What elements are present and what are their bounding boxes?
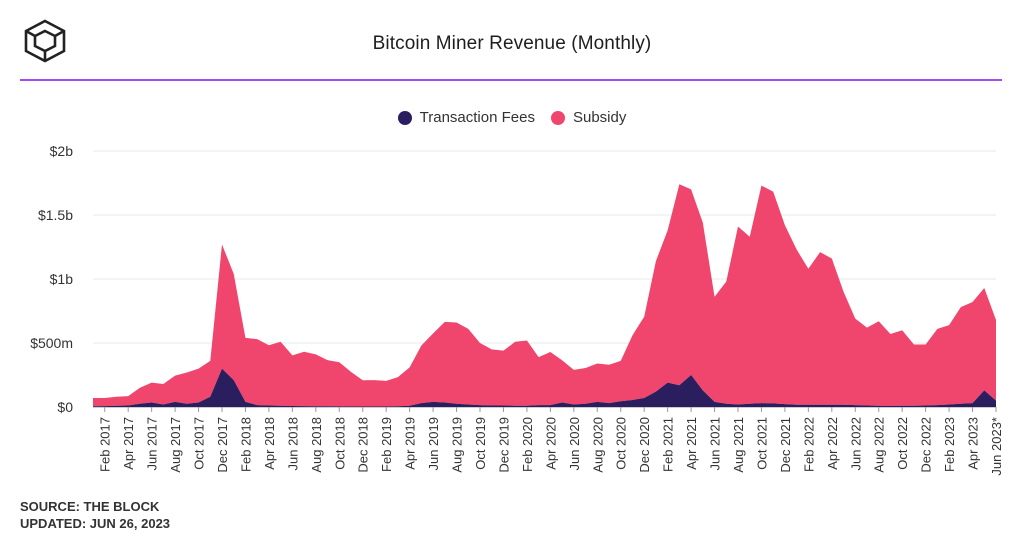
x-tick-label: Apr 2023 <box>966 417 981 470</box>
x-tick-label: Dec 2018 <box>356 417 371 473</box>
legend-item-subsidy[interactable]: Subsidy <box>550 109 627 126</box>
x-tick-label: Jun 2022 <box>848 417 863 471</box>
x-tick-label: Feb 2023 <box>942 417 957 472</box>
x-tick-label: Jun 2023* <box>989 417 1004 476</box>
legend-label-subsidy: Subsidy <box>572 109 627 126</box>
x-tick-label: Aug 2019 <box>450 417 465 473</box>
y-tick-label: $0 <box>57 399 73 415</box>
y-tick-label: $500m <box>30 335 73 351</box>
x-tick-label: Dec 2021 <box>778 417 793 473</box>
chart-legend: Transaction Fees Subsidy <box>0 109 1024 126</box>
legend-swatch-transaction-fees <box>397 110 412 125</box>
updated-note: UPDATED: JUN 26, 2023 <box>20 516 171 531</box>
x-tick-label: Feb 2021 <box>661 417 676 472</box>
x-tick-label: Apr 2017 <box>121 417 136 470</box>
x-tick-label: Oct 2020 <box>614 417 629 470</box>
x-tick-label: Apr 2018 <box>262 417 277 470</box>
x-tick-label: Feb 2020 <box>520 417 535 472</box>
x-tick-label: Oct 2018 <box>332 417 347 470</box>
chart-footer: SOURCE: THE BLOCK UPDATED: JUN 26, 2023 <box>20 498 170 532</box>
x-tick-label: Dec 2017 <box>215 417 230 473</box>
chart-title: Bitcoin Miner Revenue (Monthly) <box>372 33 652 54</box>
x-tick-label: Oct 2022 <box>895 417 910 470</box>
chart-header: Bitcoin Miner Revenue (Monthly) <box>0 0 1024 82</box>
y-tick-label: $1.5b <box>38 207 73 223</box>
x-tick-label: Jun 2021 <box>708 417 723 471</box>
x-tick-label: Aug 2022 <box>872 417 887 473</box>
y-tick-label: $1b <box>50 271 74 287</box>
x-tick-label: Apr 2022 <box>825 417 840 470</box>
x-tick-label: Apr 2019 <box>403 417 418 470</box>
x-tick-label: Jun 2019 <box>426 417 441 471</box>
header-divider <box>20 79 1002 81</box>
x-tick-label: Jun 2017 <box>145 417 160 471</box>
x-tick-label: Feb 2022 <box>801 417 816 472</box>
legend-label-transaction-fees: Transaction Fees <box>419 109 535 126</box>
x-tick-label: Aug 2018 <box>309 417 324 473</box>
cube-logo-icon <box>24 19 66 63</box>
x-tick-label: Aug 2021 <box>731 417 746 473</box>
x-tick-label: Dec 2020 <box>637 417 652 473</box>
series-area-subsidy <box>93 184 996 407</box>
x-tick-label: Apr 2020 <box>543 417 558 470</box>
x-tick-label: Jun 2018 <box>285 417 300 471</box>
x-tick-label: Dec 2022 <box>919 417 934 473</box>
x-tick-label: Feb 2017 <box>98 417 113 472</box>
legend-item-transaction-fees[interactable]: Transaction Fees <box>397 109 535 126</box>
x-tick-label: Feb 2018 <box>238 417 253 472</box>
x-tick-label: Oct 2021 <box>754 417 769 470</box>
legend-swatch-subsidy <box>550 110 565 125</box>
x-tick-label: Oct 2017 <box>192 417 207 470</box>
x-tick-label: Jun 2020 <box>567 417 582 471</box>
x-tick-label: Dec 2019 <box>496 417 511 473</box>
x-tick-label: Feb 2019 <box>379 417 394 472</box>
source-note: SOURCE: THE BLOCK <box>20 499 160 514</box>
y-tick-label: $2b <box>50 143 74 159</box>
x-tick-label: Apr 2021 <box>684 417 699 470</box>
x-tick-label: Aug 2017 <box>168 417 183 473</box>
x-tick-label: Aug 2020 <box>590 417 605 473</box>
x-tick-label: Oct 2019 <box>473 417 488 470</box>
